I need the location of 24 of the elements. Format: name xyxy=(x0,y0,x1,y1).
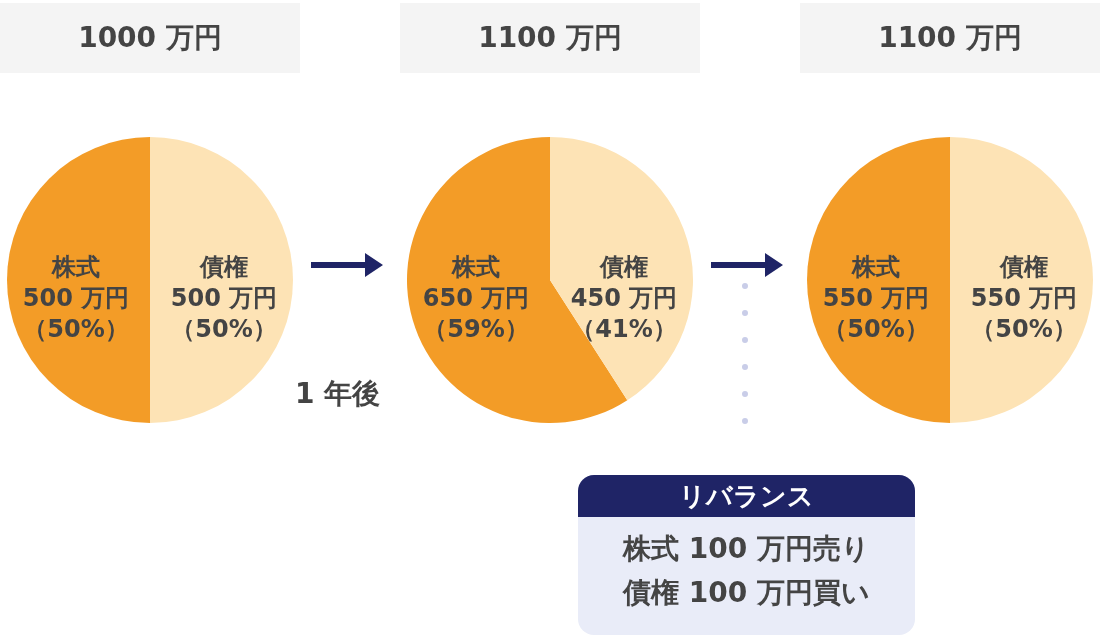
text: 債権 100 万円買い xyxy=(621,575,871,611)
pie-slice xyxy=(807,137,950,423)
data-label: 450 万円（41%） xyxy=(570,284,678,343)
pie-slice xyxy=(950,137,1093,423)
pie-slice xyxy=(7,137,150,423)
data-label: 500 万円（50%） xyxy=(170,284,278,343)
text: リバランス xyxy=(578,475,915,517)
chart-title: 1000 万円 xyxy=(0,3,300,73)
chart-title: 1100 万円 xyxy=(800,3,1100,73)
slice-label: 株式 xyxy=(451,253,500,281)
data-label: 500 万円（50%） xyxy=(22,284,130,343)
text: 1 年後 xyxy=(295,376,381,412)
chart-title: 1100 万円 xyxy=(400,3,700,73)
slice-label: 債権 xyxy=(599,253,648,281)
pie-slice xyxy=(150,137,293,423)
data-label: 550 万円（50%） xyxy=(970,284,1078,343)
slice-label: 債権 xyxy=(999,253,1048,281)
data-label: 650 万円（59%） xyxy=(422,284,530,343)
slice-label: 債権 xyxy=(199,253,248,281)
text: 株式 100 万円売り xyxy=(621,531,871,567)
slice-label: 株式 xyxy=(51,253,100,281)
data-label: 550 万円（50%） xyxy=(822,284,930,343)
pie-slice xyxy=(550,137,693,401)
slice-label: 株式 xyxy=(851,253,900,281)
